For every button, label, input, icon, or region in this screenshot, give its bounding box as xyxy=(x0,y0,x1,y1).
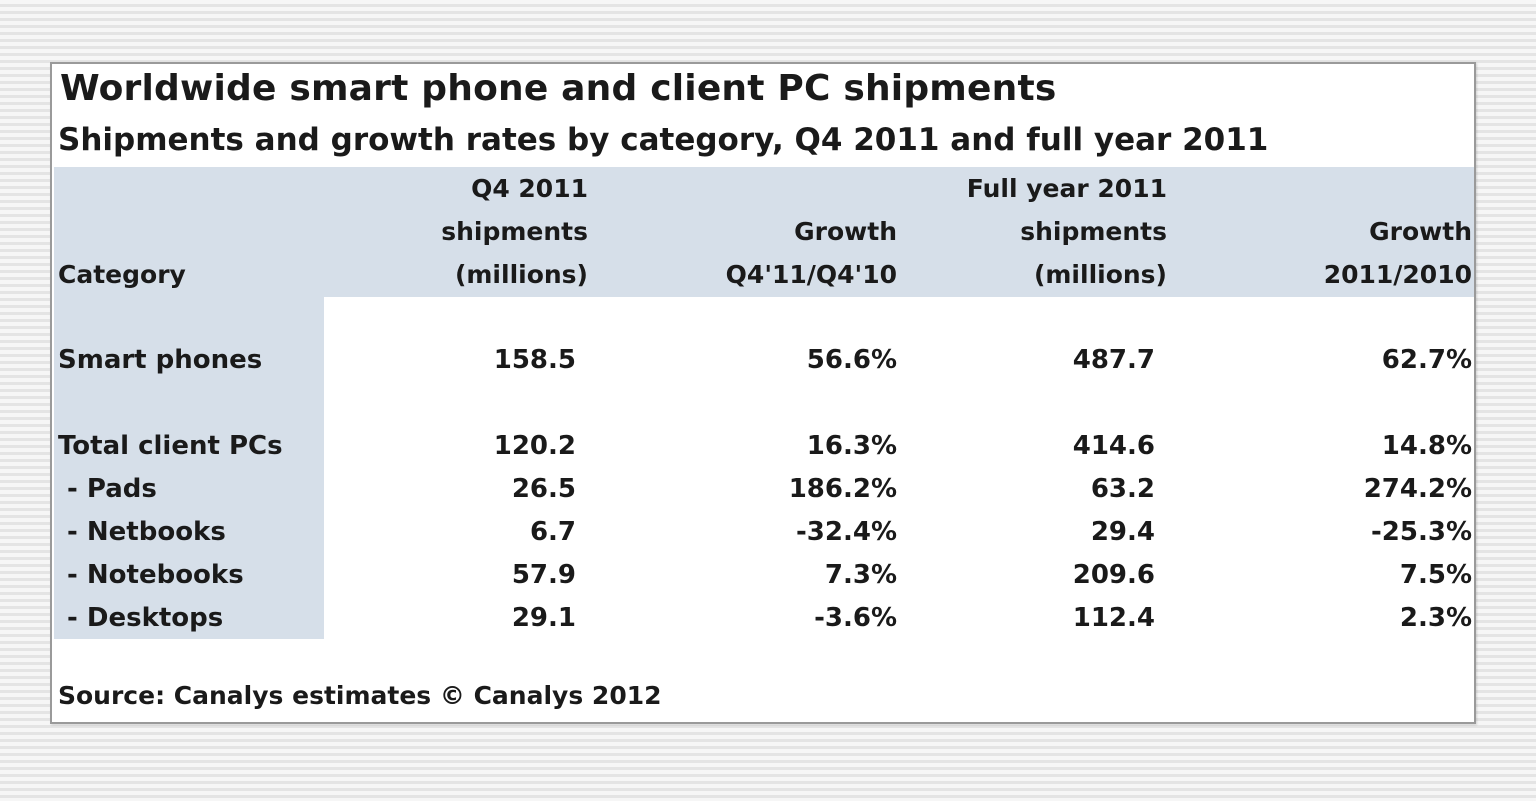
row-category: - Desktops xyxy=(58,603,224,633)
column-header-1-line-2: (millions) xyxy=(454,260,588,289)
row-value-fy-growth: 2.3% xyxy=(1399,603,1472,633)
column-header-2-line-2: Q4'11/Q4'10 xyxy=(725,260,897,289)
row-category: - Netbooks xyxy=(58,517,226,547)
row-value-q4-growth: -3.6% xyxy=(814,603,897,633)
row-value-fy-shipments: 414.6 xyxy=(1072,431,1155,461)
column-header-2-line-1: Growth xyxy=(794,217,897,246)
column-header-3-line-1: shipments xyxy=(1020,217,1167,246)
row-value-fy-growth: 7.5% xyxy=(1399,560,1472,590)
column-header-3-line-0: Full year 2011 xyxy=(966,174,1167,203)
row-value-q4-shipments: 158.5 xyxy=(493,345,576,375)
column-header-4-line-1: Growth xyxy=(1369,217,1472,246)
row-category: - Pads xyxy=(58,474,157,504)
row-value-q4-growth: 16.3% xyxy=(806,431,897,461)
table-panel: Worldwide smart phone and client PC ship… xyxy=(50,62,1476,724)
row-value-q4-shipments: 6.7 xyxy=(529,517,576,547)
header-band xyxy=(54,167,1474,297)
row-value-fy-shipments: 112.4 xyxy=(1072,603,1155,633)
row-value-q4-shipments: 29.1 xyxy=(511,603,576,633)
chart-title: Worldwide smart phone and client PC ship… xyxy=(60,68,1057,109)
source-note: Source: Canalys estimates © Canalys 2012 xyxy=(58,681,662,710)
row-value-fy-shipments: 63.2 xyxy=(1090,474,1155,504)
chart-subtitle: Shipments and growth rates by category, … xyxy=(58,122,1269,158)
row-value-fy-growth: 62.7% xyxy=(1381,345,1472,375)
row-value-fy-growth: 14.8% xyxy=(1381,431,1472,461)
row-value-fy-shipments: 487.7 xyxy=(1072,345,1155,375)
row-value-q4-shipments: 120.2 xyxy=(493,431,576,461)
row-value-fy-shipments: 29.4 xyxy=(1090,517,1155,547)
row-category: Smart phones xyxy=(58,345,263,375)
category-band xyxy=(54,297,324,639)
column-header-0-line-2: Category xyxy=(58,260,186,289)
row-value-fy-growth: -25.3% xyxy=(1371,517,1472,547)
column-header-1-line-0: Q4 2011 xyxy=(471,174,588,203)
row-value-q4-growth: 56.6% xyxy=(806,345,897,375)
row-value-q4-shipments: 26.5 xyxy=(511,474,576,504)
row-value-fy-shipments: 209.6 xyxy=(1072,560,1155,590)
row-value-q4-growth: -32.4% xyxy=(796,517,897,547)
column-header-1-line-1: shipments xyxy=(441,217,588,246)
row-value-fy-growth: 274.2% xyxy=(1363,474,1472,504)
column-header-3-line-2: (millions) xyxy=(1033,260,1167,289)
row-value-q4-growth: 7.3% xyxy=(824,560,897,590)
row-category: Total client PCs xyxy=(58,431,283,461)
row-category: - Notebooks xyxy=(58,560,244,590)
row-value-q4-shipments: 57.9 xyxy=(511,560,576,590)
row-value-q4-growth: 186.2% xyxy=(788,474,897,504)
column-header-4-line-2: 2011/2010 xyxy=(1323,260,1472,289)
